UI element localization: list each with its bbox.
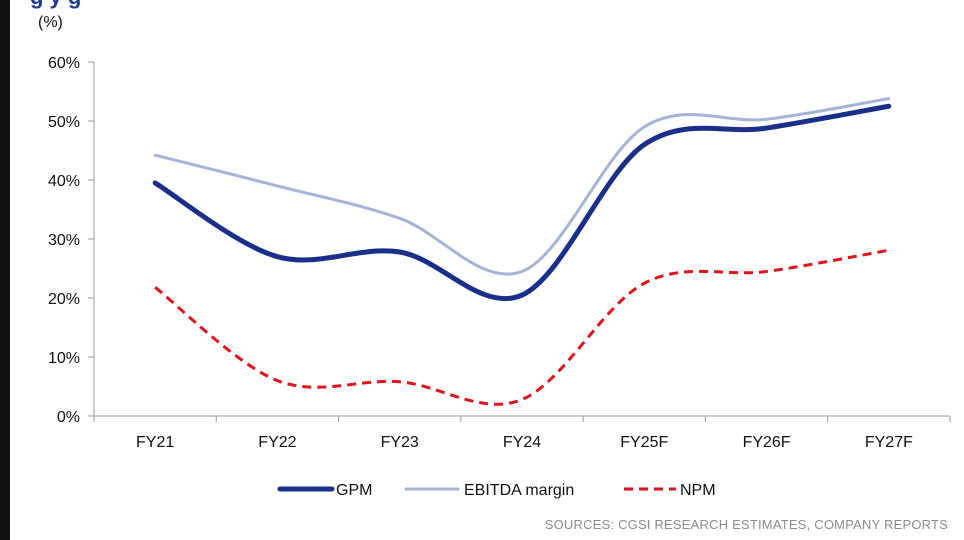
legend: GPM EBITDA margin NPM <box>277 482 716 499</box>
series-line-npm <box>154 248 890 406</box>
y-tick-label: 20% <box>48 291 80 308</box>
x-tick-label: FY27F <box>865 434 913 451</box>
x-tick-label: FY23 <box>381 434 419 451</box>
y-tick-label: 30% <box>48 232 80 249</box>
x-tick-label: FY26F <box>743 434 791 451</box>
y-tick-label: 60% <box>48 55 80 72</box>
series-line-gpm <box>152 103 892 302</box>
y-tick-label: 40% <box>48 173 80 190</box>
x-tick-label: FY25F <box>620 434 668 451</box>
chart-axes: 0% 10% 20% 30% 40% 50% 60% FY21 FY22 FY23 FY24 FY25… <box>48 55 951 451</box>
series-line-ebitda-margin <box>153 97 891 276</box>
legend-label: NPM <box>680 482 716 499</box>
x-tick-label: FY21 <box>136 434 174 451</box>
source-note: SOURCES: CGSI RESEARCH ESTIMATES, COMPAN… <box>544 517 948 532</box>
legend-label: EBITDA margin <box>464 482 574 499</box>
x-tick-label: FY22 <box>258 434 296 451</box>
left-border-bar <box>0 0 10 540</box>
chart-title: g y g <box>30 0 81 8</box>
y-tick-label: 50% <box>48 114 80 131</box>
y-tick-label: 0% <box>57 409 80 426</box>
y-axis-unit-label: (%) <box>38 14 63 31</box>
y-tick-label: 10% <box>48 350 80 367</box>
legend-label: GPM <box>336 482 372 499</box>
x-tick-label: FY24 <box>503 434 541 451</box>
series-layer <box>152 97 892 406</box>
